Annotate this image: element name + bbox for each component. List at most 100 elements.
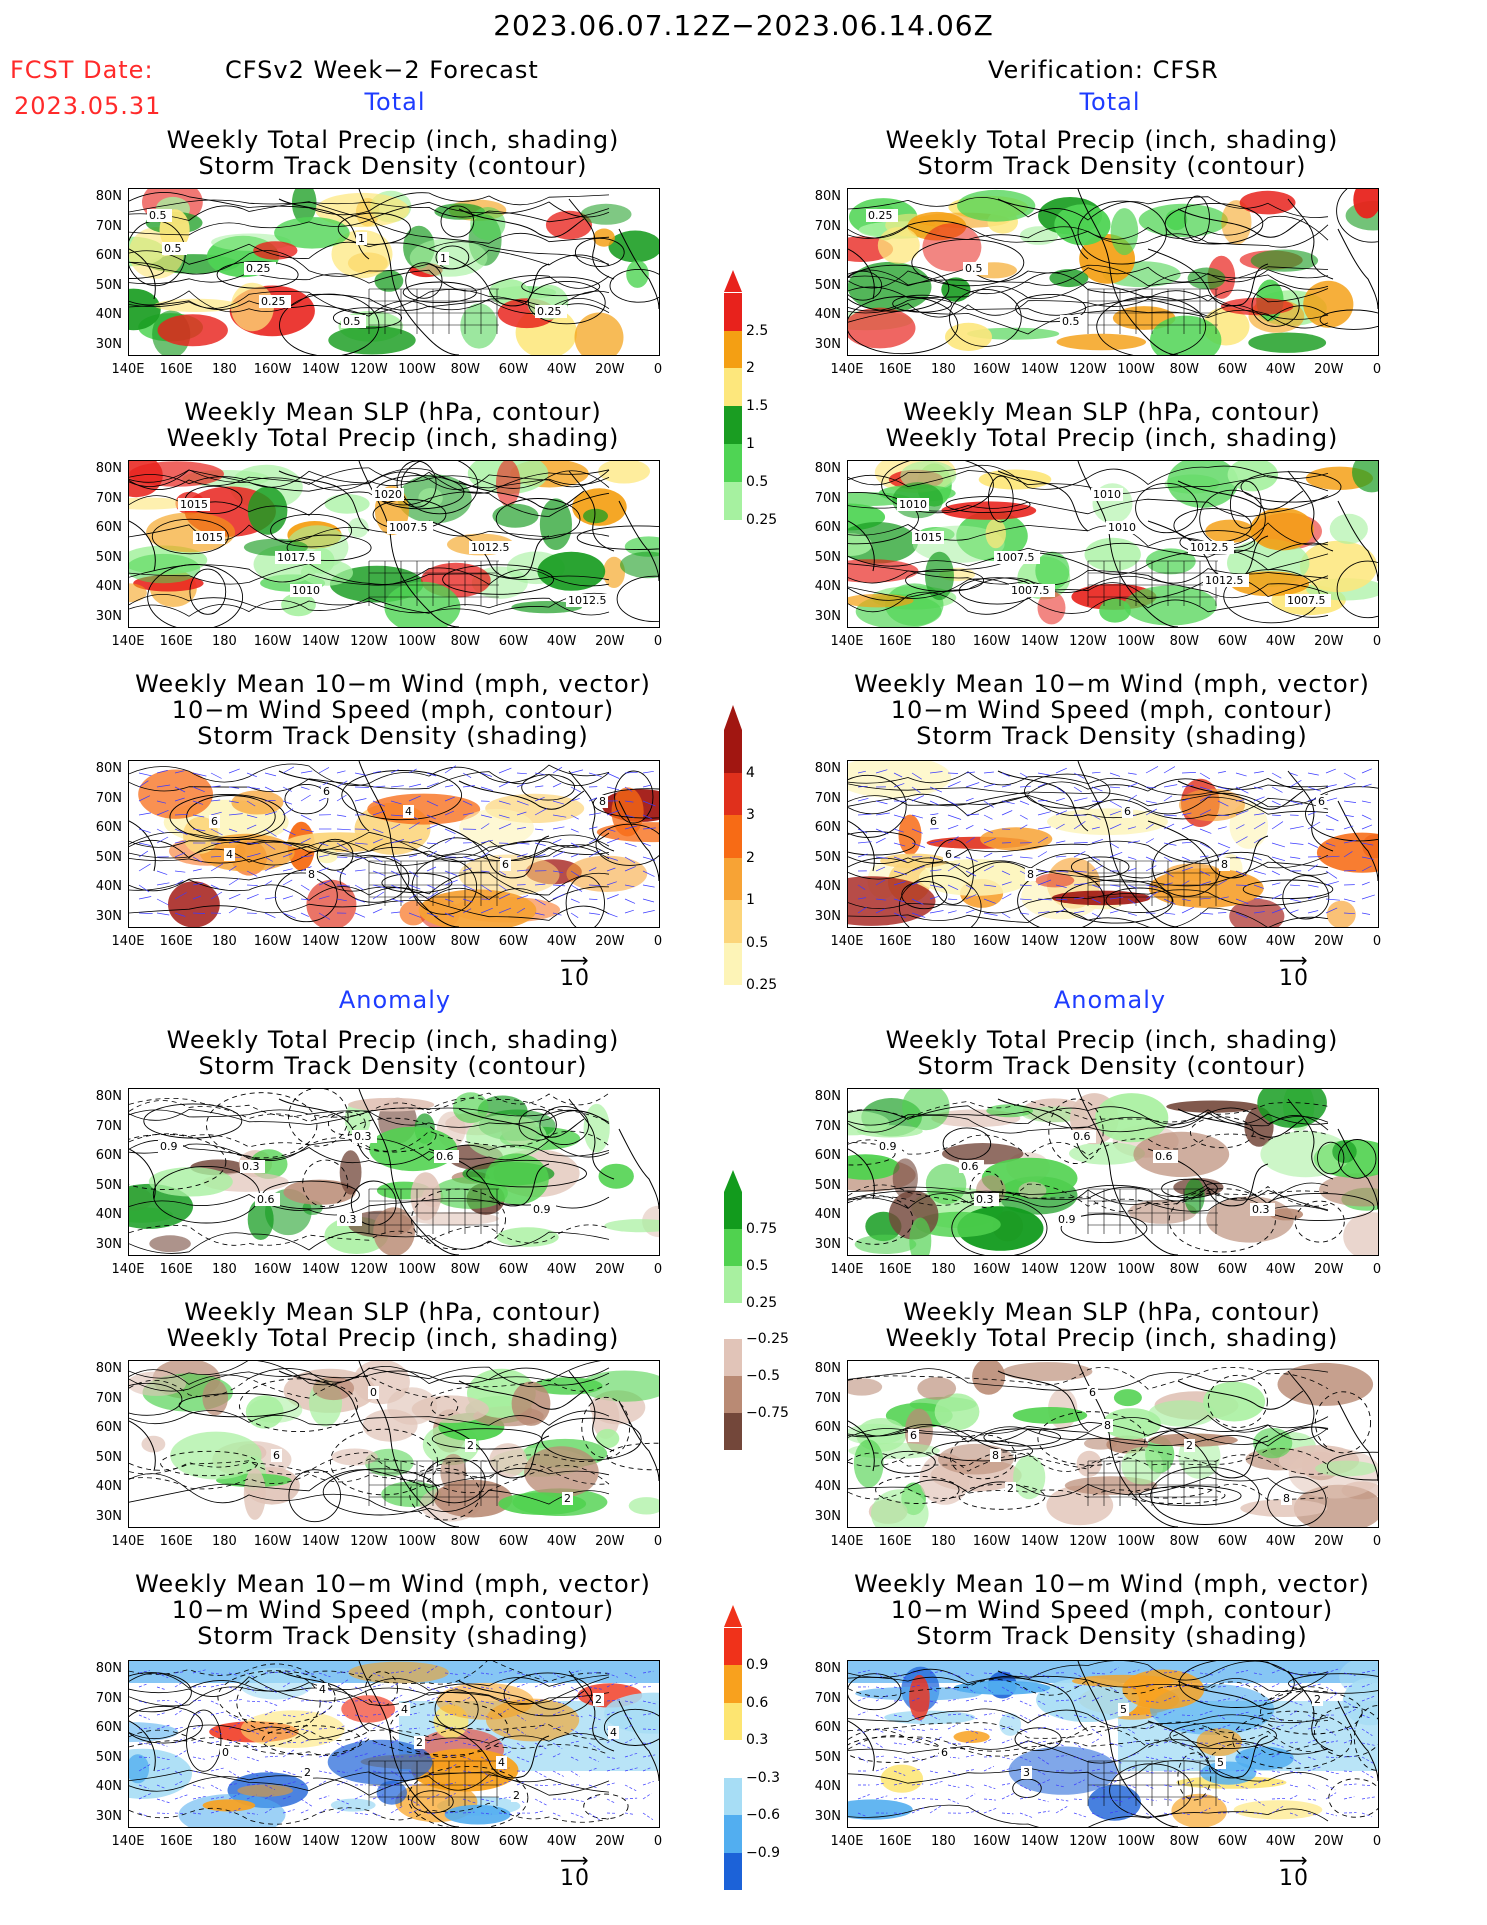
colorbar-swatch [724,1376,742,1414]
map-plot: 8 6 2 8 6 2 8 [848,1361,1378,1527]
colorbar-label: 2 [746,849,755,866]
longitude-label: 140E [830,1534,864,1549]
latitude-label: 40N [814,1779,841,1794]
panel-title-right-1-1: Weekly Total Precip (inch, shading) [885,424,1339,452]
colorbar-precip-total [724,270,742,520]
longitude-label: 100W [398,634,436,649]
longitude-label: 140E [111,1262,145,1277]
contour-label: 1012.5 [1190,541,1229,554]
longitude-label: 120W [1069,634,1107,649]
colorbar-label: −0.3 [746,1769,780,1786]
longitude-label: 120W [1069,1262,1107,1277]
longitude-label: 0 [1372,934,1382,949]
longitude-label: 60W [1217,1834,1248,1849]
map-panel-left-1: 1015 1017.5 1020 1012.5 1012.5 1015 1010 1007.5 [128,460,660,628]
longitude-label: 120W [1069,362,1107,377]
contour-label: 1 [358,232,365,245]
contour-label: 1010 [1093,488,1121,501]
contour-label: 0.6 [436,1150,454,1163]
latitude-label: 80N [814,1089,841,1104]
longitude-label: 120W [350,1834,388,1849]
colorbar-swatch [724,406,742,445]
longitude-label: 180 [930,1262,956,1277]
longitude-label: 140W [1020,362,1059,377]
latitude-label: 40N [95,307,122,322]
vector-ref-arrow-icon: ⟶ [1279,1848,1308,1872]
contour-label: 2 [304,1766,311,1779]
longitude-label: 120W [350,362,388,377]
contour-label: 6 [502,858,509,871]
contour-label: 0.9 [879,1140,897,1153]
vector-ref-arrow-icon: ⟶ [560,948,589,972]
longitude-label: 140W [301,634,340,649]
section-anomaly-right: Anomaly [1053,986,1167,1014]
panel-title-right-2-2: Storm Track Density (shading) [916,722,1308,750]
contour-label: 4 [610,1726,617,1739]
longitude-label: 160W [972,1834,1011,1849]
map-panel-right-0: 0.25 0.5 0.5 [847,188,1379,356]
panel-title-right-2-1: 10−m Wind Speed (mph, contour) [890,696,1334,724]
longitude-label: 20W [595,934,625,949]
contour-label: 8 [308,868,315,881]
latitude-label: 60N [95,248,122,263]
map-plot: 0.25 0.5 0.5 [848,189,1378,355]
longitude-label: 20W [595,1262,625,1277]
contour-label: 4 [319,1683,326,1696]
latitude-label: 50N [95,1177,122,1193]
contour-label: 1007.5 [1011,584,1050,597]
latitude-label: 80N [814,461,841,476]
colorbar-top-triangle [724,270,742,292]
contour-label: 0.5 [343,315,361,328]
longitude-label: 100W [398,1262,436,1277]
vector-ref-label: 10 [1279,966,1309,991]
longitude-label: 140W [301,362,340,377]
contour-label: 0.3 [1252,1203,1270,1216]
longitude-label: 40W [1265,634,1296,649]
panel-title-left-2-2: Storm Track Density (shading) [197,722,589,750]
section-total-left: Total [364,88,426,116]
contour-label: 1007.5 [1287,594,1326,607]
panel-title-right-3-0: Weekly Total Precip (inch, shading) [885,1026,1339,1054]
longitude-label: 160E [159,934,193,949]
contour-label: 3 [1023,1766,1030,1779]
longitude-label: 20W [595,1534,625,1549]
longitude-label: 60W [498,1534,529,1549]
longitude-label: 140W [1020,1534,1059,1549]
panel-title-right-2-0: Weekly Mean 10−m Wind (mph, vector) [854,670,1370,698]
longitude-label: 160E [878,1262,912,1277]
longitude-label: 60W [1217,1262,1248,1277]
latitude-label: 80N [95,1089,122,1104]
colorbar-swatch [724,444,742,483]
latitude-label: 40N [95,1207,122,1222]
longitude-label: 160W [972,934,1011,949]
latitude-label: 40N [814,1479,841,1494]
longitude-label: 0 [1372,1834,1382,1849]
longitude-label: 120W [350,1262,388,1277]
contour-label: 0.6 [961,1160,979,1173]
longitude-label: 160E [878,362,912,377]
vector-ref-label: 10 [560,1866,590,1891]
map-plot: 6 8 6 8 6 6 [848,761,1378,927]
panel-title-right-5-0: Weekly Mean 10−m Wind (mph, vector) [854,1570,1370,1598]
contour-label: 0.25 [246,262,271,275]
longitude-label: 100W [1117,634,1155,649]
colorbar-swatch [724,1740,742,1778]
panel-title-right-4-0: Weekly Mean SLP (hPa, contour) [903,1298,1321,1326]
longitude-label: 180 [930,362,956,377]
map-plot: 3 5 5 2 6 [848,1661,1378,1827]
contour-label: 6 [941,1746,948,1759]
contour-label: 2 [1314,1693,1321,1706]
colorbar-label: 0.9 [746,1657,769,1673]
colorbar-label: 1 [746,436,755,453]
longitude-label: 120W [1069,1534,1107,1549]
longitude-label: 120W [350,1534,388,1549]
colorbar-swatch [724,1413,742,1450]
longitude-label: 0 [653,934,663,949]
longitude-label: 60W [1217,362,1248,377]
latitude-label: 40N [814,1207,841,1222]
latitude-label: 70N [95,1690,122,1706]
latitude-label: 50N [814,1177,841,1193]
longitude-label: 80W [450,1262,480,1277]
latitude-label: 60N [95,820,122,835]
longitude-label: 120W [1069,934,1107,949]
